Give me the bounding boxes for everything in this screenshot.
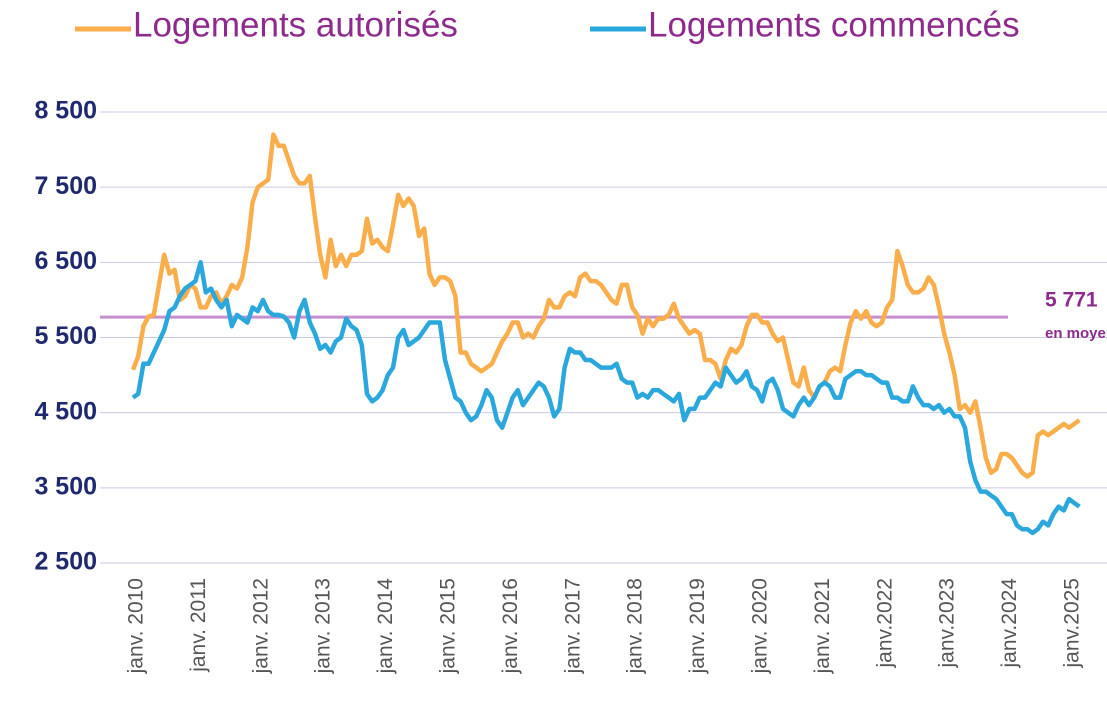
- y-tick-label: 2 500: [34, 548, 97, 576]
- x-tick-label: janv.2024: [998, 578, 1021, 669]
- reference-note: en moyenne: [1045, 325, 1107, 342]
- x-tick-label: janv. 2019: [686, 578, 709, 674]
- x-tick-label: janv.2022: [873, 578, 896, 669]
- legend-label: Logements commencés: [648, 5, 1020, 44]
- y-tick-label: 7 500: [34, 172, 97, 200]
- x-tick-label: janv. 2020: [749, 578, 772, 674]
- legend-label: Logements autorisés: [133, 5, 458, 44]
- x-tick-label: janv.2023: [936, 578, 959, 669]
- y-tick-label: 8 500: [34, 97, 97, 125]
- y-tick-label: 3 500: [34, 472, 97, 500]
- x-tick-label: janv. 2018: [624, 578, 647, 674]
- x-tick-label: janv. 2011: [187, 578, 210, 673]
- x-tick-label: janv. 2014: [374, 578, 397, 675]
- y-tick-label: 5 500: [34, 322, 97, 350]
- y-tick-label: 6 500: [34, 247, 97, 275]
- series-line: [131, 260, 1081, 536]
- x-tick-label: janv. 2021: [811, 578, 834, 674]
- reference-label: 5 771: [1045, 289, 1098, 312]
- x-tick-label: janv.2025: [1061, 578, 1084, 669]
- x-tick-label: janv. 2015: [437, 578, 460, 674]
- x-tick-label: janv. 2016: [499, 578, 522, 674]
- x-tick-label: janv. 2012: [249, 578, 272, 674]
- x-tick-label: janv. 2013: [312, 578, 335, 674]
- x-tick-label: janv. 2017: [561, 578, 584, 674]
- x-tick-label: janv. 2010: [125, 578, 148, 674]
- series-line: [130, 132, 1081, 479]
- y-tick-label: 4 500: [34, 397, 97, 425]
